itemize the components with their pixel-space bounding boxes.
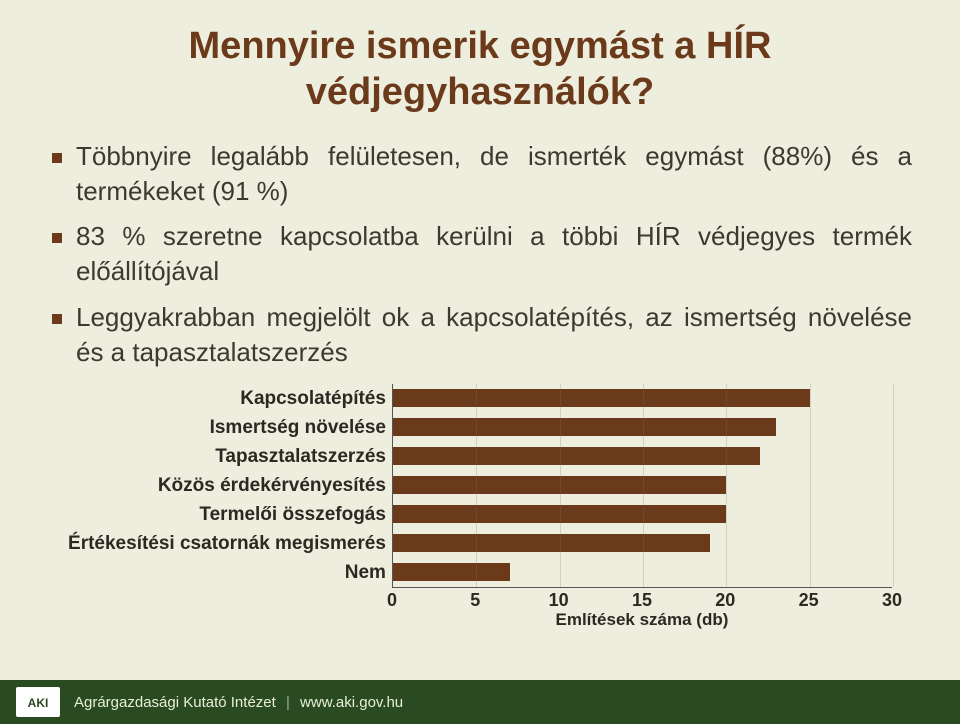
bullet-item: Többnyire legalább felületesen, de ismer…: [48, 139, 912, 209]
category-label: Közös érdekérvényesítés: [158, 471, 386, 500]
logo-badge: AKI: [16, 687, 60, 717]
footer-url: www.aki.gov.hu: [300, 694, 403, 711]
bullet-item: Leggyakrabban megjelölt ok a kapcsolatép…: [48, 300, 912, 370]
footer-org: Agrárgazdasági Kutató Intézet: [74, 694, 276, 711]
title-line-2: védjegyhasználók?: [306, 71, 654, 113]
bar: [393, 563, 510, 581]
x-tick: 30: [882, 590, 902, 611]
category-label: Termelői összefogás: [199, 500, 386, 529]
x-tick: 5: [470, 590, 480, 611]
x-tick: 0: [387, 590, 397, 611]
grid-line: [893, 384, 894, 587]
footer-bar: AKI Agrárgazdasági Kutató Intézet | www.…: [0, 680, 960, 724]
category-label: Értékesítési csatornák megismerés: [68, 529, 386, 558]
x-tick: 10: [549, 590, 569, 611]
logo-text: AKI: [28, 696, 49, 710]
grid-line: [560, 384, 561, 587]
x-tick: 25: [799, 590, 819, 611]
bar: [393, 389, 810, 407]
title-line-1: Mennyire ismerik egymást a HÍR: [189, 25, 772, 67]
x-tick: 20: [715, 590, 735, 611]
chart-container: Kapcsolatépítés Ismertség növelése Tapas…: [48, 384, 912, 630]
bar: [393, 534, 710, 552]
grid-line: [810, 384, 811, 587]
x-tick: 15: [632, 590, 652, 611]
x-ticks: 051015202530: [392, 588, 892, 610]
slide-title: Mennyire ismerik egymást a HÍR védjegyha…: [48, 24, 912, 131]
grid-line: [643, 384, 644, 587]
bar-chart: Kapcsolatépítés Ismertség növelése Tapas…: [68, 384, 892, 630]
plot-area: [392, 384, 892, 588]
bullet-item: 83 % szeretne kapcsolatba kerülni a több…: [48, 219, 912, 289]
bullet-list: Többnyire legalább felületesen, de ismer…: [48, 139, 912, 370]
grid-line: [726, 384, 727, 587]
category-label: Kapcsolatépítés: [240, 384, 386, 413]
bar: [393, 447, 760, 465]
category-label: Ismertség növelése: [210, 413, 386, 442]
category-label: Nem: [345, 558, 386, 587]
footer-separator: |: [280, 694, 296, 711]
footer-text: Agrárgazdasági Kutató Intézet | www.aki.…: [74, 694, 403, 711]
slide: Mennyire ismerik egymást a HÍR védjegyha…: [0, 0, 960, 724]
bar: [393, 418, 776, 436]
grid-line: [476, 384, 477, 587]
x-axis-label: Említések száma (db): [392, 610, 892, 630]
aki-logo-icon: AKI: [20, 691, 56, 713]
plot: 051015202530 Említések száma (db): [392, 384, 892, 630]
category-label: Tapasztalatszerzés: [215, 442, 386, 471]
category-labels: Kapcsolatépítés Ismertség növelése Tapas…: [68, 384, 392, 587]
